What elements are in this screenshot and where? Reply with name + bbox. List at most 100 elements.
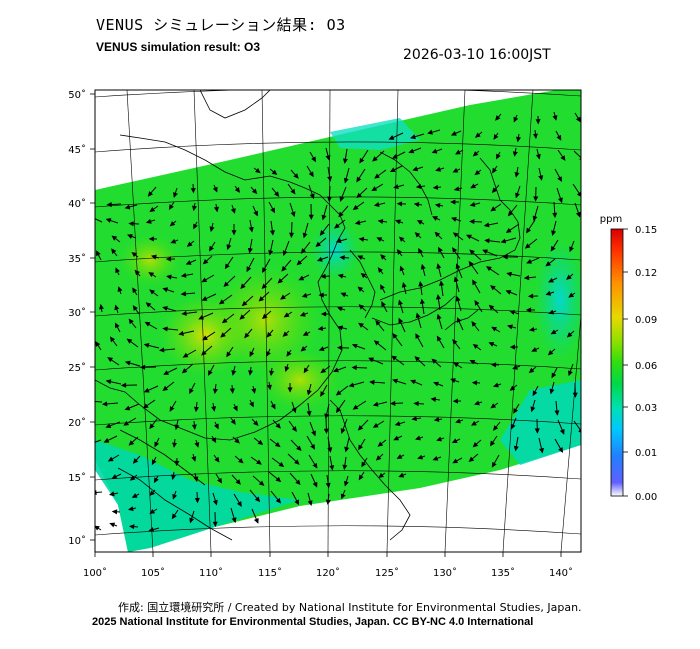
wind-vector-head (357, 286, 364, 292)
wind-vector-head (232, 405, 238, 412)
wind-vector-head (560, 155, 566, 161)
wind-vector-head (191, 456, 197, 462)
wind-vector-head (335, 407, 342, 414)
wind-vector-head (162, 287, 169, 293)
wind-vector (95, 439, 102, 443)
wind-vector-head (414, 232, 421, 238)
wind-vector-head (290, 211, 296, 218)
wind-vector-head (455, 418, 461, 424)
wind-vector-head (162, 326, 168, 332)
wind-vector-head (358, 236, 365, 242)
wind-vector-head (171, 513, 177, 520)
wind-vector-head (254, 496, 261, 503)
wind-vector-head (105, 218, 112, 223)
wind-vector-head (335, 238, 342, 244)
wind-vector-head (547, 349, 554, 356)
wind-vector-head (226, 244, 232, 251)
wind-vector-head (556, 134, 562, 141)
wind-vector-head (327, 447, 333, 453)
colorbar-tick-label: 0.12 (635, 268, 657, 279)
wind-vector-head (455, 149, 461, 155)
wind-vector-head (123, 420, 130, 426)
wind-vector-head (148, 236, 154, 242)
wind-vector-head (412, 166, 419, 172)
wind-vector (95, 491, 103, 494)
wind-vector-head (396, 454, 403, 459)
wind-vector-head (352, 204, 359, 210)
wind-vector-head (149, 490, 155, 497)
lon-tick-label: 135˚ (491, 567, 515, 579)
wind-vector-head (217, 477, 223, 484)
wind-vector-head (472, 279, 478, 286)
wind-vector-head (575, 116, 581, 123)
wind-vector-head (337, 325, 344, 331)
wind-vector-head (325, 499, 331, 506)
wind-vector-head (234, 438, 240, 444)
wind-vector-head (274, 191, 280, 197)
lon-tick-label: 100˚ (83, 567, 107, 579)
wind-vector-head (111, 474, 118, 479)
wind-vector-head (329, 465, 335, 471)
wind-vector-head (181, 368, 188, 374)
wind-vector-head (143, 343, 150, 348)
wind-vector-head (433, 381, 439, 387)
wind-vector-head (391, 355, 397, 361)
wind-vector-head (378, 472, 384, 478)
wind-vector-head (182, 352, 189, 358)
wind-vector-head (193, 476, 199, 483)
wind-vector-head (213, 206, 220, 213)
wind-vector-head (145, 302, 152, 308)
wind-vector-head (336, 345, 343, 351)
wind-vector-head (532, 390, 538, 397)
graticule-parallels (95, 90, 581, 536)
wind-vector-head (275, 497, 282, 504)
wind-vector-head (128, 440, 135, 446)
wind-vector-head (380, 284, 385, 290)
wind-vector-head (142, 403, 149, 409)
wind-vector-head (351, 343, 358, 349)
wind-vector-head (373, 202, 380, 207)
wind-vector-head (528, 367, 535, 374)
wind-vector-head (308, 171, 314, 178)
wind-vector-head (530, 406, 536, 413)
wind-vector-head (436, 436, 442, 442)
wind-vector-head (95, 525, 100, 531)
wind-vector-head (261, 283, 268, 290)
wind-vector-head (453, 362, 459, 368)
wind-vector-head (174, 460, 180, 467)
wind-vector-head (149, 206, 156, 213)
wind-vector-head (488, 342, 495, 347)
wind-vector-head (489, 440, 496, 447)
wind-vector-head (172, 493, 178, 500)
wind-vector-head (149, 423, 155, 430)
wind-vector-head (189, 517, 195, 524)
wind-vector-head (185, 260, 192, 265)
o3-field-low-yellowsea (310, 220, 360, 280)
wind-vector-head (162, 385, 169, 391)
wind-vector-head (509, 385, 516, 391)
wind-vector-head (158, 347, 165, 353)
wind-vector-head (337, 273, 344, 279)
wind-vector-head (493, 382, 499, 388)
wind-vector-head (410, 134, 416, 140)
wind-vector-head (427, 129, 433, 135)
o3-field-high-4 (120, 235, 180, 285)
wind-vector-head (568, 292, 575, 298)
wind-vector-head (566, 274, 572, 280)
wind-vector-head (452, 338, 458, 345)
wind-vector-head (275, 422, 281, 429)
wind-vector-head (433, 416, 440, 423)
license-line: 2025 National Institute for Environmenta… (92, 616, 534, 628)
lon-tick-label: 140˚ (549, 567, 573, 579)
wind-vector-head (270, 207, 276, 214)
wind-vector-head (352, 404, 359, 410)
wind-vector-head (452, 458, 459, 464)
wind-vector-head (277, 278, 284, 284)
wind-vector-head (549, 388, 555, 395)
wind-vector-head (201, 277, 208, 283)
wind-vector-head (411, 416, 418, 422)
wind-vector-head (398, 236, 405, 242)
wind-vector-head (240, 283, 246, 290)
wind-vector-head (526, 227, 532, 234)
wind-vector-head (131, 493, 138, 498)
